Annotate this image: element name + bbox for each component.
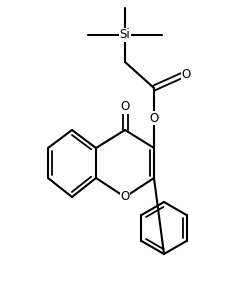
Text: O: O <box>120 100 130 114</box>
Text: O: O <box>181 69 191 82</box>
Text: O: O <box>120 190 130 204</box>
Text: Si: Si <box>120 29 130 41</box>
Text: O: O <box>149 112 159 124</box>
